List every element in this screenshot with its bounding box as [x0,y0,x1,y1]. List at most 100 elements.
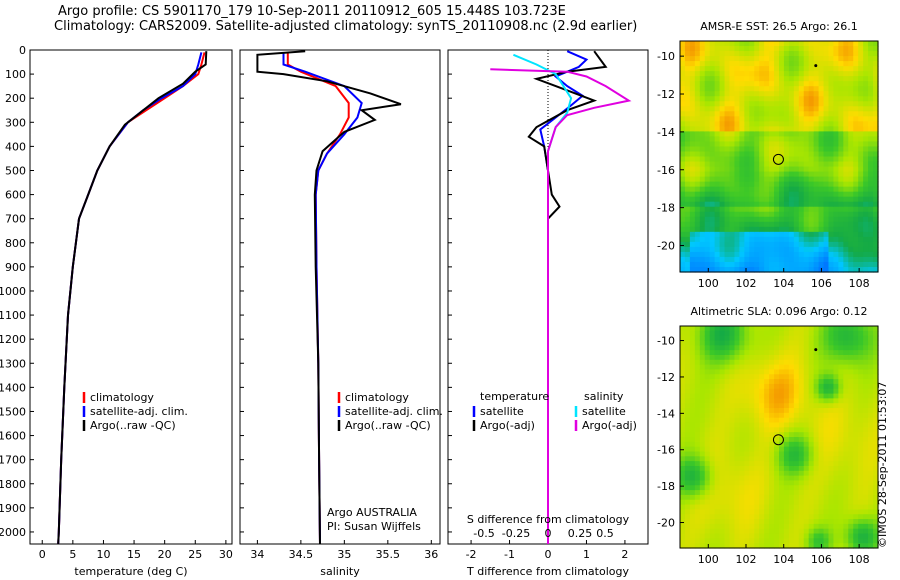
map-cell [868,211,874,218]
map-cell [709,369,716,375]
map-cell [848,101,854,107]
map-cell [873,51,879,57]
map-cell [724,538,731,544]
map-cell [734,196,740,203]
map-cell [759,523,765,530]
map-cell [774,528,780,535]
map-cell [783,241,790,248]
map-cell [699,379,706,385]
map-cell [680,141,686,148]
map-cell [759,201,765,208]
map-cell [873,461,879,467]
map-cell [853,141,859,148]
map-cell [719,456,726,462]
map-cell [843,543,849,549]
map-cell [680,456,686,462]
map-cell [863,216,869,223]
map-cell [808,231,815,238]
map-cell [808,494,815,501]
map-cell [783,446,790,453]
map-cell [699,383,706,390]
map-cell [719,146,726,153]
map-cell [724,181,731,188]
map-cell [808,226,815,233]
map-cell [833,146,839,153]
map-cell [863,196,869,203]
map-cell [739,470,745,477]
map-cell [873,101,879,107]
map-cell [853,446,859,453]
map-cell [729,96,736,102]
map-cell [734,427,740,433]
map-cell [769,141,775,148]
map-cell [833,446,839,453]
map-cell [803,533,810,539]
map-cell [714,340,721,346]
map-cell [848,126,854,132]
map-cell [868,191,874,198]
map-cell [744,241,750,248]
map-cell [729,161,736,168]
map-cell [774,379,780,385]
map-cell [848,86,854,92]
map-cell [689,136,696,143]
map-cell [813,231,820,238]
map-cell [868,354,874,361]
map-cell [749,76,755,82]
map-cell [759,51,765,57]
map-cell [868,383,874,390]
map-cell [680,422,686,428]
map-cell [724,427,731,433]
map-cell [788,408,795,414]
map-cell [719,251,726,258]
map-cell [823,226,830,233]
map-cell [680,437,686,443]
map-cell [714,261,721,268]
map-cell [873,71,879,77]
map-cell [838,369,844,375]
map-cell [828,236,835,243]
map-cell [813,141,820,148]
map-cell [873,156,879,163]
map-cell [724,350,731,356]
map-cell [704,383,711,390]
map-cell [684,374,691,380]
map-cell [774,465,780,472]
map-cell [818,221,825,228]
map-cell [704,326,711,332]
map-cell [793,446,800,453]
map-cell [838,141,844,148]
map-cell [793,191,800,198]
map-cell [779,266,785,273]
map-cell [739,136,745,143]
map-cell [774,461,780,467]
map-cell [838,422,844,428]
map-cell [779,176,785,183]
map-cell [873,354,879,361]
map-cell [798,216,805,223]
map-cell [749,446,755,453]
map-cell [774,96,780,102]
map-cell [838,485,844,491]
map-cell [853,403,859,409]
map-cell [843,480,849,486]
map-cell [689,171,696,178]
map-cell [744,326,750,332]
map-cell [749,456,755,462]
map-cell [779,101,785,107]
map-cell [793,171,800,178]
map-cell [848,412,854,419]
map-cell [744,46,750,52]
map-cell [699,216,706,223]
map-cell [680,470,686,477]
map-cell [793,465,800,472]
map-cell [833,523,839,530]
map-cell [749,499,755,506]
map-cell [719,499,726,506]
map-cell [734,166,740,173]
map-cell [754,61,760,67]
map-cell [798,345,805,351]
map-cell [823,412,830,419]
legend-label: satellite [480,405,524,418]
map-cell [759,131,765,138]
